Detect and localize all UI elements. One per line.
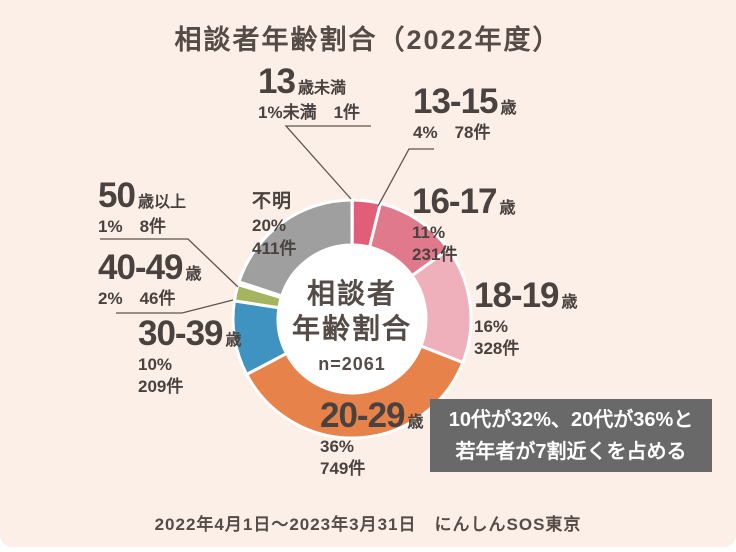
center-line1: 相談者 [306,278,397,309]
count: 411件 [252,239,297,258]
count: 328件 [474,339,520,358]
label-不明: 不明 20% 411件 [252,192,296,257]
label-13歳未満: 13 歳未満 1%未満 1件 [258,64,360,121]
count: 749件 [320,459,366,478]
label-50歳以上: 50 歳以上 1% 8件 [98,178,186,235]
leader-13歳未満 [284,125,371,200]
age-range: 16-17 歳 [412,184,516,219]
percent-and-count: 36% [320,437,355,456]
center-line2: 年齢割合 [291,313,412,344]
count: 231件 [412,245,458,264]
age-range-number: 50 [98,176,136,215]
page-title: 相談者年齢割合（2022年度） [174,25,562,55]
age-range-suffix: 歳 [500,100,517,117]
age-range: 40-49 歳 [98,250,202,285]
label-30-39歳: 30-39 歳 10% 209件 [138,316,242,395]
label-13-15歳: 13-15 歳 4% 78件 [413,84,517,141]
label-16-17歳: 16-17 歳 11% 231件 [412,184,516,263]
age-range-number: 不明 [252,191,293,212]
donut-center-label: 相談者 年齢割合 n=2061 [252,276,452,375]
age-range-number: 13-15 [413,82,499,121]
percent-and-count: 2% 46件 [98,289,176,308]
percent-and-count: 10% [138,355,173,374]
age-range-number: 20-29 [320,396,406,435]
age-range-suffix: 歳以上 [137,194,186,211]
age-range-suffix: 歳未満 [297,80,346,97]
age-range-number: 40-49 [98,248,184,287]
age-range-number: 30-39 [138,314,224,353]
percent-and-count: 1% 8件 [98,217,167,236]
age-range-number: 18-19 [474,276,560,315]
label-20-29歳: 20-29 歳 36% 749件 [320,398,424,477]
percent-and-count: 16% [474,317,509,336]
age-range: 20-29 歳 [320,398,424,433]
percent-and-count: 11% [412,223,446,242]
age-range: 13 歳未満 [258,64,360,99]
leader-13-15歳 [377,148,434,207]
percent-and-count: 1%未満 1件 [258,103,361,122]
age-range: 13-15 歳 [413,84,517,119]
age-range: 18-19 歳 [474,278,578,313]
slice-不明 [237,198,354,298]
age-range-number: 16-17 [412,182,498,221]
page-footer: 2022年4月1日〜2023年3月31日 にんしんSOS東京 [154,515,582,534]
callout-line2: 若年者が7割近くを占める [455,440,687,463]
age-range: 不明 [252,192,296,211]
age-range: 50 歳以上 [98,178,186,213]
callout-line1: 10代が32%、20代が36%と [448,408,694,431]
slice-20-29歳 [245,344,465,440]
leader-50歳以上 [100,238,239,288]
leader-40-49歳 [116,299,234,314]
age-range-suffix: 歳 [499,200,516,217]
age-range-suffix: 歳 [225,332,242,349]
sample-size: n=2061 [318,354,386,374]
age-range-number: 13 [258,62,296,101]
label-18-19歳: 18-19 歳 16% 328件 [474,278,578,357]
percent-and-count: 20% [252,216,287,235]
percent-and-count: 4% 78件 [413,123,491,142]
age-range-suffix: 歳 [407,414,424,431]
age-range: 30-39 歳 [138,316,242,351]
count: 209件 [138,377,184,396]
label-40-49歳: 40-49 歳 2% 46件 [98,250,202,307]
age-range-suffix: 歳 [561,294,578,311]
callout-box: 10代が32%、20代が36%と 若年者が7割近くを占める [430,399,712,472]
age-range-suffix: 歳 [185,266,202,283]
donut-hole [276,243,428,395]
